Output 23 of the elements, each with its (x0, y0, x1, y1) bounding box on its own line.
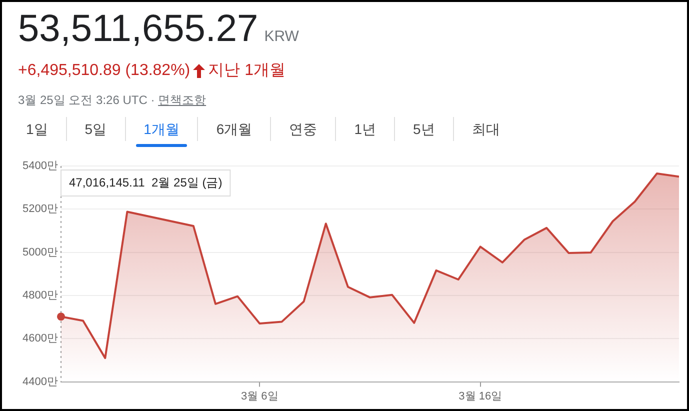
y-tick-label: 4800만 (22, 290, 58, 302)
text: 5일 (84, 120, 108, 139)
annotation: 47,016,145.11 2월 25일 (금) (69, 175, 222, 190)
text: 5년 (412, 120, 436, 139)
x-tick-label: 3월 16일 (458, 390, 502, 402)
text: 1일 (25, 120, 49, 139)
text: 연중 (288, 120, 318, 139)
y-tick-label: 4400만 (22, 376, 58, 388)
text: 6개월 (215, 120, 254, 139)
text: +6,495,510.89 (13.82%) (18, 62, 190, 80)
y-tick-label: 5200만 (22, 203, 58, 216)
x-tick-label: 3월 6일 (240, 390, 278, 402)
text: KRW (264, 28, 299, 45)
text: 1개월 (142, 120, 180, 139)
text: 최대 (470, 120, 501, 139)
chart-title: 53,511,655.27 (18, 8, 258, 51)
text: 3월 25일 오전 3:26 UTC · (18, 93, 156, 107)
y-tick-label: 5000만 (22, 246, 58, 258)
y-tick-label: 5400만 (22, 160, 58, 172)
text: 1년 (353, 120, 377, 139)
y-tick-label: 4600만 (22, 332, 58, 345)
text: 면책조항 (158, 93, 206, 107)
text: 지난 1개월 (208, 61, 286, 81)
